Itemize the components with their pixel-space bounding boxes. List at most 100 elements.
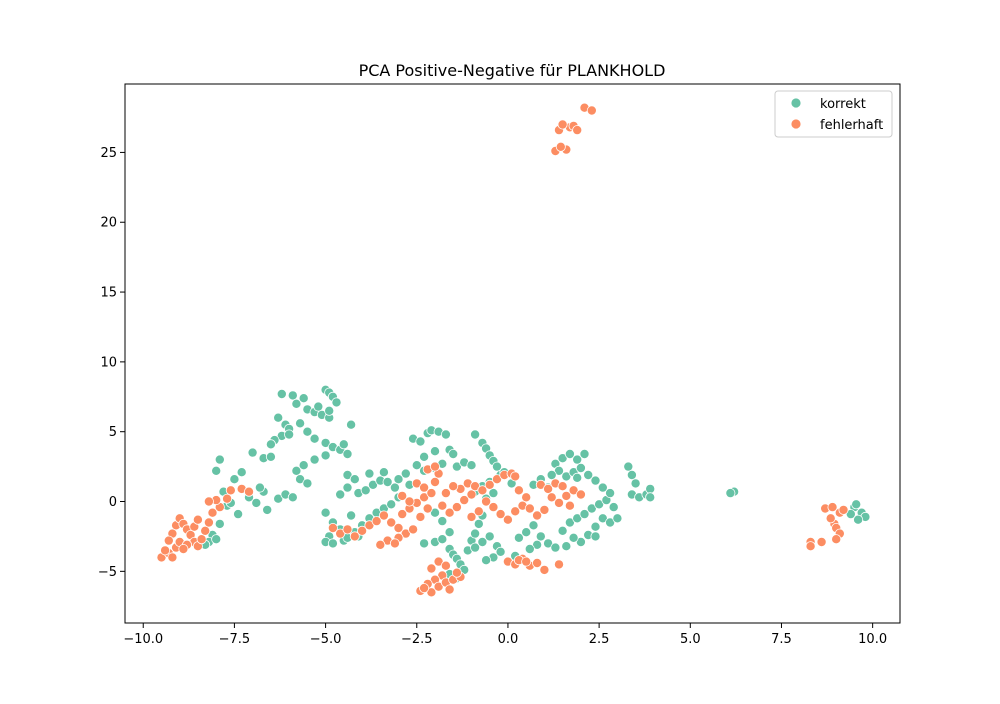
data-point-korrekt (287, 492, 298, 503)
data-point-fehlerhaft (200, 525, 211, 536)
data-point-fehlerhaft (207, 507, 218, 518)
data-point-korrekt (211, 465, 222, 476)
data-point-korrekt (429, 446, 440, 457)
data-point-fehlerhaft (495, 509, 506, 520)
data-point-korrekt (437, 534, 448, 545)
data-point-korrekt (444, 527, 455, 538)
data-point-fehlerhaft (510, 506, 521, 517)
data-point-fehlerhaft (393, 523, 404, 534)
data-point-fehlerhaft (419, 482, 430, 493)
data-point-fehlerhaft (473, 506, 484, 517)
data-point-korrekt (229, 474, 240, 485)
data-point-fehlerhaft (524, 503, 535, 514)
y-tick-label: 25 (100, 146, 117, 161)
data-point-fehlerhaft (459, 495, 470, 506)
data-point-korrekt (254, 482, 265, 493)
data-point-fehlerhaft (342, 524, 353, 535)
data-point-korrekt (320, 450, 331, 461)
data-point-korrekt (608, 502, 619, 513)
data-point-fehlerhaft (586, 105, 597, 116)
data-point-fehlerhaft (429, 461, 440, 472)
data-point-fehlerhaft (466, 489, 477, 500)
data-point-fehlerhaft (510, 471, 521, 482)
data-point-fehlerhaft (397, 490, 408, 501)
data-point-korrekt (411, 460, 422, 471)
data-point-fehlerhaft (167, 552, 178, 563)
data-point-fehlerhaft (419, 583, 430, 594)
data-point-korrekt (579, 509, 590, 520)
data-point-korrekt (550, 542, 561, 553)
data-point-fehlerhaft (825, 513, 836, 524)
data-point-korrekt (419, 538, 430, 549)
data-point-fehlerhaft (451, 567, 462, 578)
data-point-fehlerhaft (805, 541, 816, 552)
data-point-korrekt (590, 531, 601, 542)
data-point-korrekt (623, 461, 634, 472)
data-point-korrekt (309, 454, 320, 465)
data-point-korrekt (524, 544, 535, 555)
data-point-fehlerhaft (502, 514, 513, 525)
data-point-korrekt (298, 460, 309, 471)
legend-label-fehlerhaft: fehlerhaft (820, 118, 883, 133)
data-point-fehlerhaft (444, 507, 455, 518)
data-point-korrekt (342, 448, 353, 459)
data-point-fehlerhaft (415, 511, 426, 522)
data-point-fehlerhaft (564, 500, 575, 511)
data-point-fehlerhaft (327, 523, 338, 534)
x-tick-label: 0.0 (498, 632, 519, 647)
data-point-fehlerhaft (554, 559, 565, 570)
data-point-korrekt (291, 398, 302, 409)
data-point-korrekt (626, 469, 637, 480)
data-point-fehlerhaft (838, 504, 849, 515)
data-point-fehlerhaft (539, 504, 550, 515)
data-point-fehlerhaft (572, 125, 583, 136)
data-point-korrekt (645, 492, 656, 503)
data-point-korrekt (247, 447, 258, 458)
data-point-korrekt (488, 488, 499, 499)
data-point-korrekt (725, 488, 736, 499)
data-point-fehlerhaft (357, 525, 368, 536)
x-tick-label: 7.5 (771, 632, 792, 647)
data-point-fehlerhaft (426, 488, 437, 499)
data-point-fehlerhaft (546, 492, 557, 503)
plot-frame (124, 83, 901, 624)
data-point-fehlerhaft (466, 511, 477, 522)
data-point-fehlerhaft (389, 538, 400, 549)
data-point-korrekt (284, 429, 295, 440)
data-point-korrekt (597, 482, 608, 493)
data-point-korrekt (448, 448, 459, 459)
data-point-fehlerhaft (404, 496, 415, 507)
chart-title: PCA Positive-Negative für PLANKHOLD (359, 61, 666, 80)
x-tick-label: 5.0 (680, 632, 701, 647)
data-point-korrekt (470, 429, 481, 440)
data-point-korrekt (473, 518, 484, 529)
legend-marker-korrekt (790, 97, 802, 109)
data-point-korrekt (590, 521, 601, 532)
legend: korrekt fehlerhaft (774, 90, 893, 138)
data-point-fehlerhaft (555, 141, 566, 152)
data-point-korrekt (211, 534, 222, 545)
data-point-korrekt (327, 538, 338, 549)
data-point-fehlerhaft (557, 119, 568, 130)
data-point-korrekt (331, 397, 342, 408)
y-tick-label: 20 (100, 216, 117, 231)
data-point-fehlerhaft (203, 517, 214, 528)
data-point-fehlerhaft (521, 556, 532, 567)
legend-marker-fehlerhaft (790, 118, 802, 130)
data-point-korrekt (233, 509, 244, 520)
data-point-korrekt (309, 433, 320, 444)
data-point-fehlerhaft (386, 517, 397, 528)
data-point-korrekt (382, 476, 393, 487)
data-point-korrekt (484, 531, 495, 542)
data-point-fehlerhaft (440, 560, 451, 571)
data-point-fehlerhaft (160, 545, 171, 556)
data-point-fehlerhaft (827, 502, 838, 513)
data-point-korrekt (645, 483, 656, 494)
data-point-fehlerhaft (440, 488, 451, 499)
data-point-korrekt (378, 467, 389, 478)
data-point-fehlerhaft (192, 514, 203, 525)
data-point-fehlerhaft (451, 502, 462, 513)
data-point-korrekt (564, 448, 575, 459)
data-point-korrekt (265, 451, 276, 462)
data-point-fehlerhaft (378, 510, 389, 521)
